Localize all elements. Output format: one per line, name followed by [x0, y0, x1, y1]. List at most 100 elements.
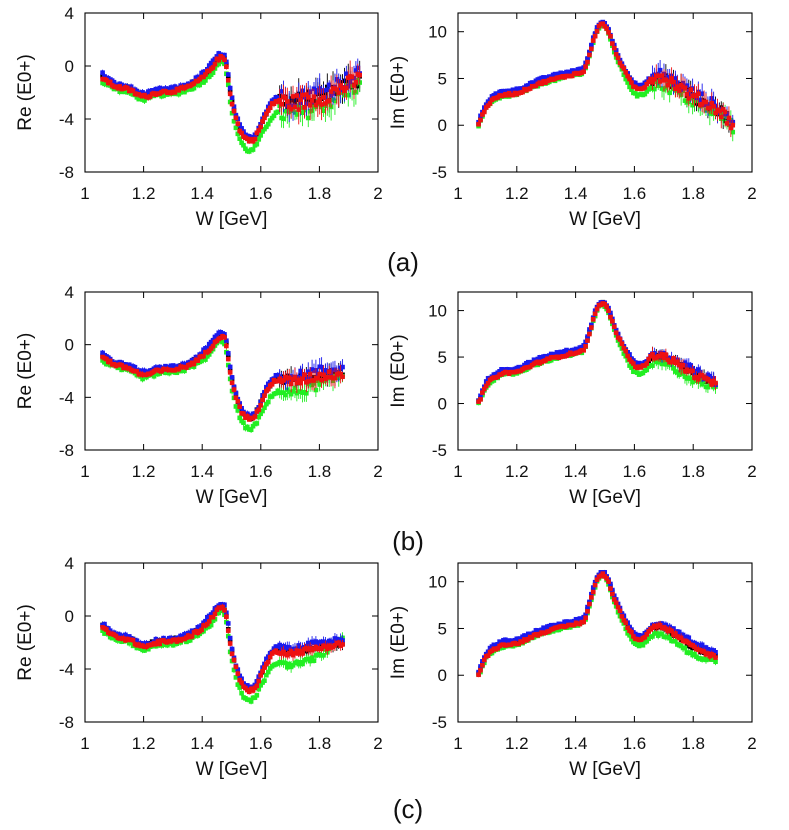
data-point: [688, 87, 694, 93]
data-point: [265, 386, 271, 392]
data-point: [233, 404, 239, 409]
x-tick-label: 1.6: [249, 462, 273, 481]
y-tick-label: 0: [438, 116, 447, 135]
data-point: [621, 351, 627, 356]
data-point: [153, 636, 159, 642]
data-point: [317, 371, 322, 377]
data-point: [709, 100, 715, 106]
data-point: [100, 70, 105, 75]
data-point: [621, 66, 627, 71]
data-point: [631, 361, 636, 366]
y-axis-label: Im (E0+): [388, 334, 409, 407]
y-axis-label: Im (E0+): [388, 56, 409, 129]
data-point: [611, 324, 617, 330]
data-point: [225, 72, 231, 77]
data-point: [613, 327, 619, 333]
data-point: [262, 678, 267, 683]
data-point: [718, 114, 724, 120]
plot-frame: [457, 291, 753, 451]
data-point: [267, 118, 273, 123]
series-fit-green: [476, 301, 718, 406]
data-point: [262, 405, 267, 411]
x-tick-label: 2: [373, 184, 382, 203]
data-point: [229, 95, 235, 100]
data-point: [203, 357, 208, 362]
data-point: [142, 368, 147, 374]
data-point: [655, 73, 661, 79]
data-point: [111, 79, 117, 85]
data-point: [248, 699, 254, 704]
y-tick-label: -8: [59, 713, 74, 732]
data-point: [587, 52, 592, 58]
data-point: [304, 390, 309, 396]
data-point: [307, 658, 313, 664]
data-point: [256, 407, 262, 413]
y-tick-label: -4: [59, 660, 74, 679]
data-point: [321, 653, 326, 658]
data-point: [321, 108, 326, 114]
data-point: [682, 360, 688, 365]
data-point: [592, 33, 598, 39]
data-point: [644, 361, 650, 366]
data-point: [326, 369, 332, 375]
data-point: [290, 389, 296, 394]
data-point: [205, 345, 210, 351]
data-point: [184, 365, 189, 370]
data-point: [203, 78, 208, 83]
data-point: [569, 73, 575, 79]
data-point: [319, 377, 324, 383]
data-point: [344, 85, 349, 91]
data-point: [627, 357, 632, 362]
y-tick-label: 5: [438, 348, 447, 367]
data-point: [313, 387, 319, 393]
data-point: [235, 408, 241, 413]
data-point: [294, 112, 300, 117]
data-point: [235, 682, 241, 687]
data-point: [688, 363, 694, 368]
data-point: [233, 395, 239, 400]
data-point: [659, 352, 665, 357]
data-point: [172, 90, 178, 95]
data-point: [669, 76, 674, 81]
data-point: [227, 638, 233, 643]
y-tick-label: 0: [65, 336, 74, 355]
data-point: [594, 28, 600, 34]
data-point: [613, 330, 619, 336]
data-point: [652, 76, 657, 82]
data-point: [655, 83, 661, 89]
data-point: [680, 362, 686, 368]
data-point: [222, 57, 227, 63]
data-point: [123, 632, 128, 638]
data-point: [298, 368, 303, 374]
data-point: [239, 130, 244, 136]
data-point: [583, 344, 588, 349]
data-point: [707, 373, 713, 379]
x-tick-label: 1.6: [249, 184, 273, 203]
data-point: [325, 375, 330, 380]
data-point: [245, 424, 250, 430]
data-point: [187, 638, 193, 643]
data-point: [699, 91, 705, 96]
data-point: [145, 646, 151, 652]
data-point: [216, 57, 222, 63]
data-point: [336, 90, 342, 96]
data-point: [585, 334, 590, 339]
data-point: [222, 52, 227, 58]
data-point: [703, 99, 709, 105]
data-point: [688, 376, 694, 381]
data-point: [302, 372, 307, 378]
data-point: [237, 136, 243, 141]
data-point: [309, 98, 315, 103]
y-tick-label: 4: [65, 4, 74, 23]
data-point: [650, 80, 655, 85]
x-axis-label: W [GeV]: [569, 209, 641, 230]
data-point: [203, 618, 208, 624]
data-point: [292, 385, 298, 391]
data-point: [260, 129, 265, 134]
data-point: [625, 353, 630, 359]
data-point: [104, 77, 109, 83]
data-point: [321, 372, 326, 378]
data-point: [589, 46, 594, 52]
panel-caption-c: (c): [393, 794, 423, 824]
data-point: [191, 361, 197, 367]
